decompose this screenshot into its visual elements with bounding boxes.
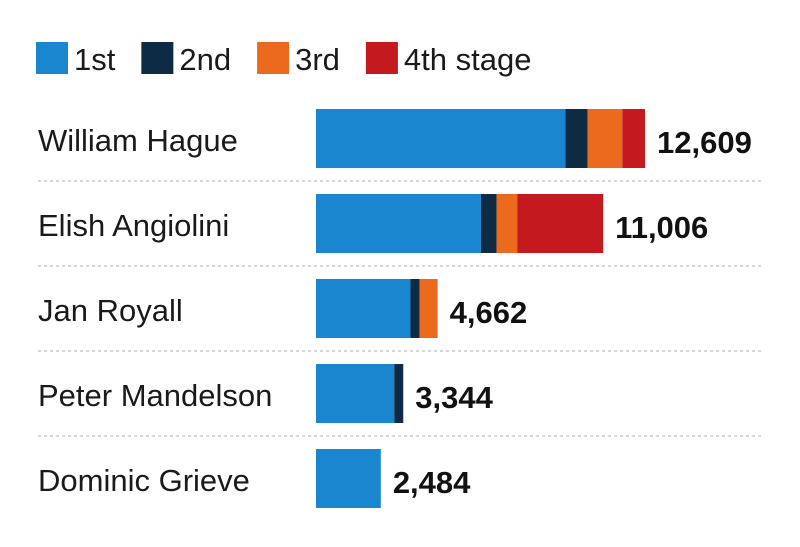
bar-segment-1st — [316, 194, 481, 253]
bar-segment-4th-stage — [517, 194, 604, 253]
total-label: 3,344 — [415, 380, 493, 415]
bar-row-william-hague: William Hague 12,609 — [38, 109, 762, 182]
category-label: Jan Royall — [38, 293, 183, 328]
bar-segment-2nd — [480, 194, 497, 253]
bar-segment-1st — [316, 449, 381, 508]
category-label: Elish Angiolini — [38, 208, 229, 243]
bar-segment-3rd — [419, 279, 438, 338]
legend: 1st 2nd 3rd 4th stage — [36, 42, 531, 77]
bar-segment-4th-stage — [622, 109, 645, 168]
bar-segment-2nd — [565, 109, 588, 168]
bar-row-jan-royall: Jan Royall 4,662 — [38, 279, 762, 352]
bar-row-elish-angiolini: Elish Angiolini 11,006 — [38, 194, 762, 267]
bar-row-peter-mandelson: Peter Mandelson 3,344 — [38, 364, 762, 437]
bar-segment-1st — [316, 364, 395, 423]
legend-swatch-4th-stage — [365, 42, 398, 74]
bar-row-dominic-grieve: Dominic Grieve 2,484 — [38, 449, 471, 508]
legend-swatch-2nd — [141, 42, 174, 74]
bar-segment-1st — [316, 109, 566, 168]
total-label: 2,484 — [393, 465, 471, 500]
bar-segment-3rd — [587, 109, 623, 168]
legend-swatch-1st — [36, 42, 68, 74]
total-label: 11,006 — [615, 210, 708, 245]
bar-segment-2nd — [394, 364, 404, 423]
category-label: William Hague — [38, 123, 238, 158]
total-label: 4,662 — [450, 295, 528, 330]
bar-segment-2nd — [410, 279, 420, 338]
category-label: Dominic Grieve — [38, 463, 250, 498]
legend-label-3rd: 3rd — [295, 42, 340, 77]
legend-label-1st: 1st — [74, 42, 116, 77]
chart-rows: William Hague 12,609 Elish Angiolini 11,006… — [38, 109, 762, 508]
total-label: 12,609 — [657, 125, 752, 160]
legend-swatch-3rd — [257, 42, 290, 74]
legend-label-4th-stage: 4th stage — [404, 42, 532, 77]
bar-segment-3rd — [496, 194, 518, 253]
bar-segment-1st — [316, 279, 411, 338]
category-label: Peter Mandelson — [38, 378, 272, 413]
legend-label-2nd: 2nd — [179, 42, 231, 77]
